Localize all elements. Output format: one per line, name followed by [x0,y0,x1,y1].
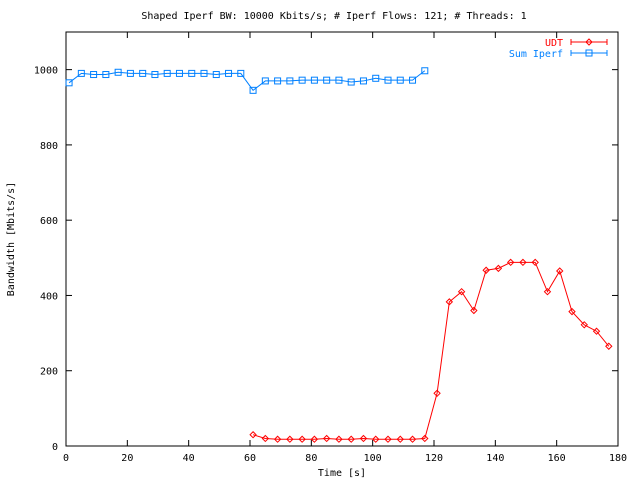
data-point-sum-iperf [151,71,159,79]
data-point-sum-iperf [409,76,417,84]
data-point-sum-iperf [163,69,171,77]
legend-marker-udt [585,38,593,46]
data-point-sum-iperf [359,77,367,85]
data-point-sum-iperf [114,68,122,76]
legend-label-sum-iperf: Sum Iperf [509,49,563,60]
x-tick-label: 100 [364,453,382,464]
data-point-udt [384,435,392,443]
data-point-udt [482,266,490,274]
data-point-udt [556,267,564,275]
data-point-udt [568,307,576,316]
y-tick-label: 0 [52,442,58,453]
data-point-udt [322,434,331,443]
x-axis: 0 20 40 60 80 100 120 140 160 180 [63,32,627,464]
data-point-udt [408,435,417,443]
y-tick-label: 1000 [34,66,58,77]
x-tick-label: 180 [609,453,627,464]
data-point-udt [298,435,306,443]
data-point-sum-iperf [396,76,404,84]
y-tick-label: 400 [40,291,58,302]
x-tick-label: 80 [305,453,317,464]
data-point-udt [506,258,515,267]
data-point-sum-iperf [274,77,282,85]
data-point-sum-iperf [212,71,220,79]
data-point-udt [519,258,527,267]
data-point-sum-iperf [139,69,147,77]
data-point-udt [605,342,613,350]
x-tick-label: 140 [486,453,504,464]
data-point-sum-iperf [225,69,233,77]
data-point-udt [261,434,270,443]
data-point-udt [531,258,539,267]
data-point-udt [592,327,601,335]
series-sum-iperf [65,67,429,94]
data-point-udt [347,435,355,443]
x-tick-label: 40 [183,453,195,464]
data-point-udt [580,321,588,329]
data-point-udt [543,287,552,296]
data-point-sum-iperf [372,74,380,82]
data-point-sum-iperf [261,77,269,85]
data-point-sum-iperf [421,67,429,75]
data-point-sum-iperf [126,69,134,77]
data-point-sum-iperf [323,76,331,84]
data-point-sum-iperf [286,77,294,85]
data-point-udt [372,435,380,443]
data-point-udt [273,435,282,443]
y-tick-label: 200 [40,367,58,378]
x-tick-label: 0 [63,453,69,464]
data-point-sum-iperf [298,76,306,84]
data-point-udt [494,264,503,273]
x-tick-label: 120 [425,453,443,464]
series-udt [249,258,613,443]
y-tick-label: 600 [40,216,58,227]
data-point-sum-iperf [249,86,257,94]
series-layer [65,67,613,443]
data-point-sum-iperf [237,69,245,77]
data-point-udt [457,287,466,296]
x-tick-label: 20 [121,453,133,464]
x-axis-label: Time [s] [318,468,366,479]
data-point-sum-iperf [102,71,110,79]
chart-title: Shaped Iperf BW: 10000 Kbits/s; # Iperf … [141,11,526,22]
data-point-udt [421,434,429,443]
data-point-sum-iperf [188,69,196,77]
y-axis-label: Bandwidth [Mbits/s] [6,182,17,296]
data-point-udt [396,435,404,443]
data-point-sum-iperf [175,69,183,77]
x-tick-label: 60 [244,453,256,464]
data-point-sum-iperf [65,79,73,87]
data-point-udt [359,434,368,443]
data-point-udt [445,298,454,306]
y-tick-label: 800 [40,141,58,152]
data-point-sum-iperf [77,69,85,77]
data-point-sum-iperf [384,76,392,84]
legend-label-udt: UDT [545,38,563,49]
data-point-udt [470,306,478,315]
data-point-sum-iperf [200,69,208,77]
data-point-udt [310,435,319,443]
data-point-sum-iperf [347,78,355,86]
y-axis: 0 200 400 600 800 1000 [34,66,618,453]
x-tick-label: 160 [548,453,566,464]
data-point-udt [286,435,294,443]
data-point-udt [433,389,441,398]
data-point-udt [249,431,257,439]
plot-frame [65,31,619,447]
data-point-sum-iperf [335,76,343,84]
series-line-sum-iperf [68,70,426,92]
data-point-udt [335,435,343,443]
legend-marker-sum-iperf [585,49,593,57]
data-point-sum-iperf [90,71,98,79]
series-line-udt [252,261,610,440]
data-point-sum-iperf [310,76,318,84]
